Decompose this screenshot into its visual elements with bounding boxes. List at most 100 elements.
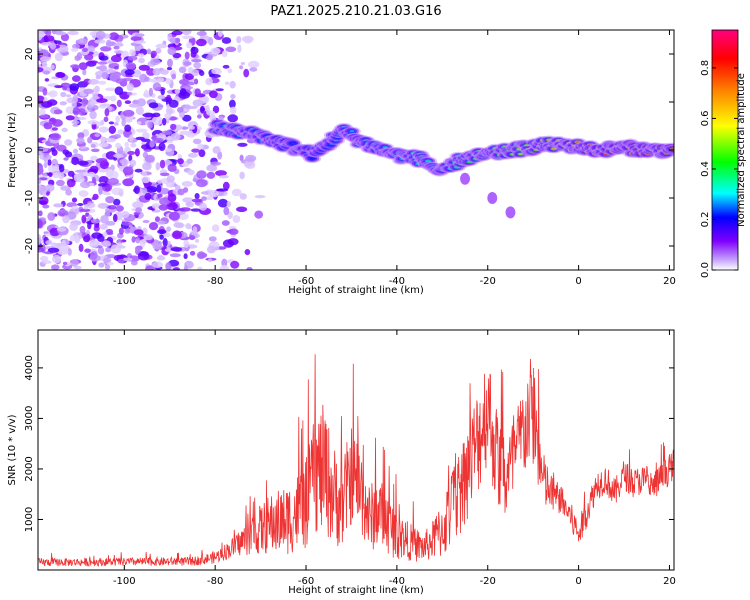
heatmap-noise-blob bbox=[192, 99, 203, 107]
heatmap-noise-blob bbox=[164, 148, 173, 152]
chart-title: PAZ1.2025.210.21.03.G16 bbox=[270, 4, 441, 19]
heatmap-noise-blob bbox=[173, 267, 180, 270]
heatmap-noise-blob bbox=[228, 228, 239, 235]
heatmap-noise-blob bbox=[157, 179, 163, 184]
heatmap-noise-blob bbox=[134, 168, 143, 173]
heatmap-noise-blob bbox=[226, 201, 231, 208]
heatmap-noise-blob bbox=[90, 219, 101, 224]
heatmap-noise-blob bbox=[199, 105, 205, 114]
heatmap-noise-blob bbox=[79, 225, 86, 234]
heatmap-noise-blob bbox=[98, 126, 109, 133]
heatmap-noise-blob bbox=[115, 115, 120, 123]
heatmap-noise-blob bbox=[104, 137, 116, 143]
heatmap-noise-blob bbox=[38, 236, 42, 246]
heatmap-noise-blob bbox=[176, 107, 184, 113]
heatmap-noise-blob bbox=[87, 136, 93, 144]
heatmap-noise-blob bbox=[108, 121, 115, 125]
heatmap-noise-blob bbox=[123, 118, 133, 123]
heatmap-noise-blob bbox=[72, 123, 79, 127]
y-tick-label: 0 bbox=[24, 147, 35, 153]
heatmap-noise-blob bbox=[205, 77, 213, 86]
heatmap-noise-blob bbox=[115, 78, 128, 84]
heatmap-noise-blob bbox=[121, 221, 133, 226]
heatmap-noise-blob bbox=[104, 264, 111, 270]
heatmap-noise-blob bbox=[178, 91, 190, 99]
heatmap-noise-blob bbox=[70, 259, 79, 267]
heatmap-noise-blob bbox=[232, 215, 241, 223]
heatmap-noise-blob bbox=[50, 133, 62, 141]
heatmap-noise-blob bbox=[239, 154, 244, 162]
heatmap-noise-blob bbox=[135, 136, 145, 141]
heatmap-noise-blob bbox=[243, 68, 250, 78]
heatmap-noise-blob bbox=[94, 39, 106, 44]
heatmap-noise-blob bbox=[194, 78, 199, 85]
heatmap-noise-blob bbox=[192, 138, 202, 145]
heatmap-noise-blob bbox=[105, 39, 112, 48]
heatmap-noise-blob bbox=[138, 64, 150, 71]
snr-x-axis-title: Height of straight line (km) bbox=[288, 585, 424, 596]
heatmap-noise-blob bbox=[103, 116, 109, 123]
heatmap-noise-blob bbox=[73, 148, 78, 154]
heatmap-noise-blob bbox=[87, 120, 99, 125]
heatmap-noise-blob bbox=[177, 158, 184, 165]
heatmap-noise-blob bbox=[89, 239, 99, 248]
x-tick-label: -20 bbox=[480, 276, 496, 287]
heatmap-noise-blob bbox=[128, 154, 133, 162]
heatmap-noise-blob bbox=[118, 227, 124, 235]
heatmap-y-axis-title: Frequency (Hz) bbox=[7, 112, 18, 188]
heatmap-noise-blob bbox=[145, 265, 155, 270]
heatmap-noise-blob bbox=[132, 201, 144, 209]
heatmap-noise-blob bbox=[69, 83, 80, 91]
heatmap-noise-blob bbox=[105, 196, 115, 204]
heatmap-noise-blob bbox=[60, 91, 67, 98]
heatmap-noise-blob bbox=[114, 86, 124, 96]
heatmap-noise-blob bbox=[128, 134, 134, 142]
heatmap-noise-blob bbox=[239, 65, 244, 70]
heatmap-noise-blob bbox=[201, 196, 207, 201]
heatmap-noise-blob bbox=[197, 266, 203, 270]
heatmap-noise-blob bbox=[124, 69, 135, 76]
heatmap-noise-blob bbox=[98, 262, 105, 268]
heatmap-noise-blob bbox=[244, 249, 251, 256]
heatmap-noise-blob bbox=[38, 147, 49, 152]
x-tick-label: -80 bbox=[207, 576, 223, 587]
heatmap-noise-blob bbox=[51, 127, 59, 131]
heatmap-noise-blob bbox=[55, 30, 64, 36]
heatmap-noise-blob bbox=[150, 50, 157, 57]
heatmap-noise-blob bbox=[59, 164, 65, 173]
heatmap-noise-blob bbox=[42, 88, 48, 96]
heatmap-noise-blob bbox=[211, 224, 220, 232]
heatmap-noise-blob bbox=[229, 80, 236, 89]
heatmap-noise-blob bbox=[126, 91, 133, 96]
heatmap-noise-blob bbox=[157, 95, 166, 100]
heatmap-noise-blob bbox=[172, 52, 182, 59]
heatmap-noise-blob bbox=[57, 210, 69, 217]
heatmap-noise-blob bbox=[130, 36, 142, 42]
heatmap-noise-blob bbox=[148, 87, 153, 97]
heatmap-noise-blob bbox=[147, 121, 153, 129]
colorbar-tick-label: 0.6 bbox=[700, 110, 711, 126]
heatmap-noise-blob bbox=[158, 204, 169, 211]
heatmap-noise-blob bbox=[241, 35, 254, 43]
heatmap-noise-blob bbox=[71, 197, 78, 203]
heatmap-noise-blob bbox=[56, 179, 65, 187]
heatmap-noise-blob bbox=[47, 159, 52, 166]
heatmap-cells bbox=[38, 30, 674, 270]
heatmap-noise-blob bbox=[216, 188, 229, 192]
x-tick-label: -80 bbox=[207, 276, 223, 287]
heatmap-noise-blob bbox=[142, 113, 155, 118]
heatmap-noise-blob bbox=[206, 164, 218, 172]
heatmap-noise-blob bbox=[50, 64, 55, 70]
heatmap-noise-blob bbox=[70, 64, 80, 69]
y-tick-label: 1000 bbox=[24, 507, 35, 532]
heatmap-noise-blob bbox=[113, 50, 124, 54]
heatmap-noise-blob bbox=[144, 154, 155, 163]
heatmap-noise-blob bbox=[126, 83, 134, 92]
heatmap-noise-blob bbox=[39, 255, 49, 262]
heatmap-noise-blob bbox=[231, 188, 242, 197]
heatmap-noise-blob bbox=[38, 210, 43, 217]
heatmap-noise-blob bbox=[221, 220, 230, 226]
heatmap-noise-blob bbox=[113, 153, 124, 158]
heatmap-noise-blob bbox=[53, 109, 63, 115]
heatmap-noise-blob bbox=[173, 222, 184, 228]
